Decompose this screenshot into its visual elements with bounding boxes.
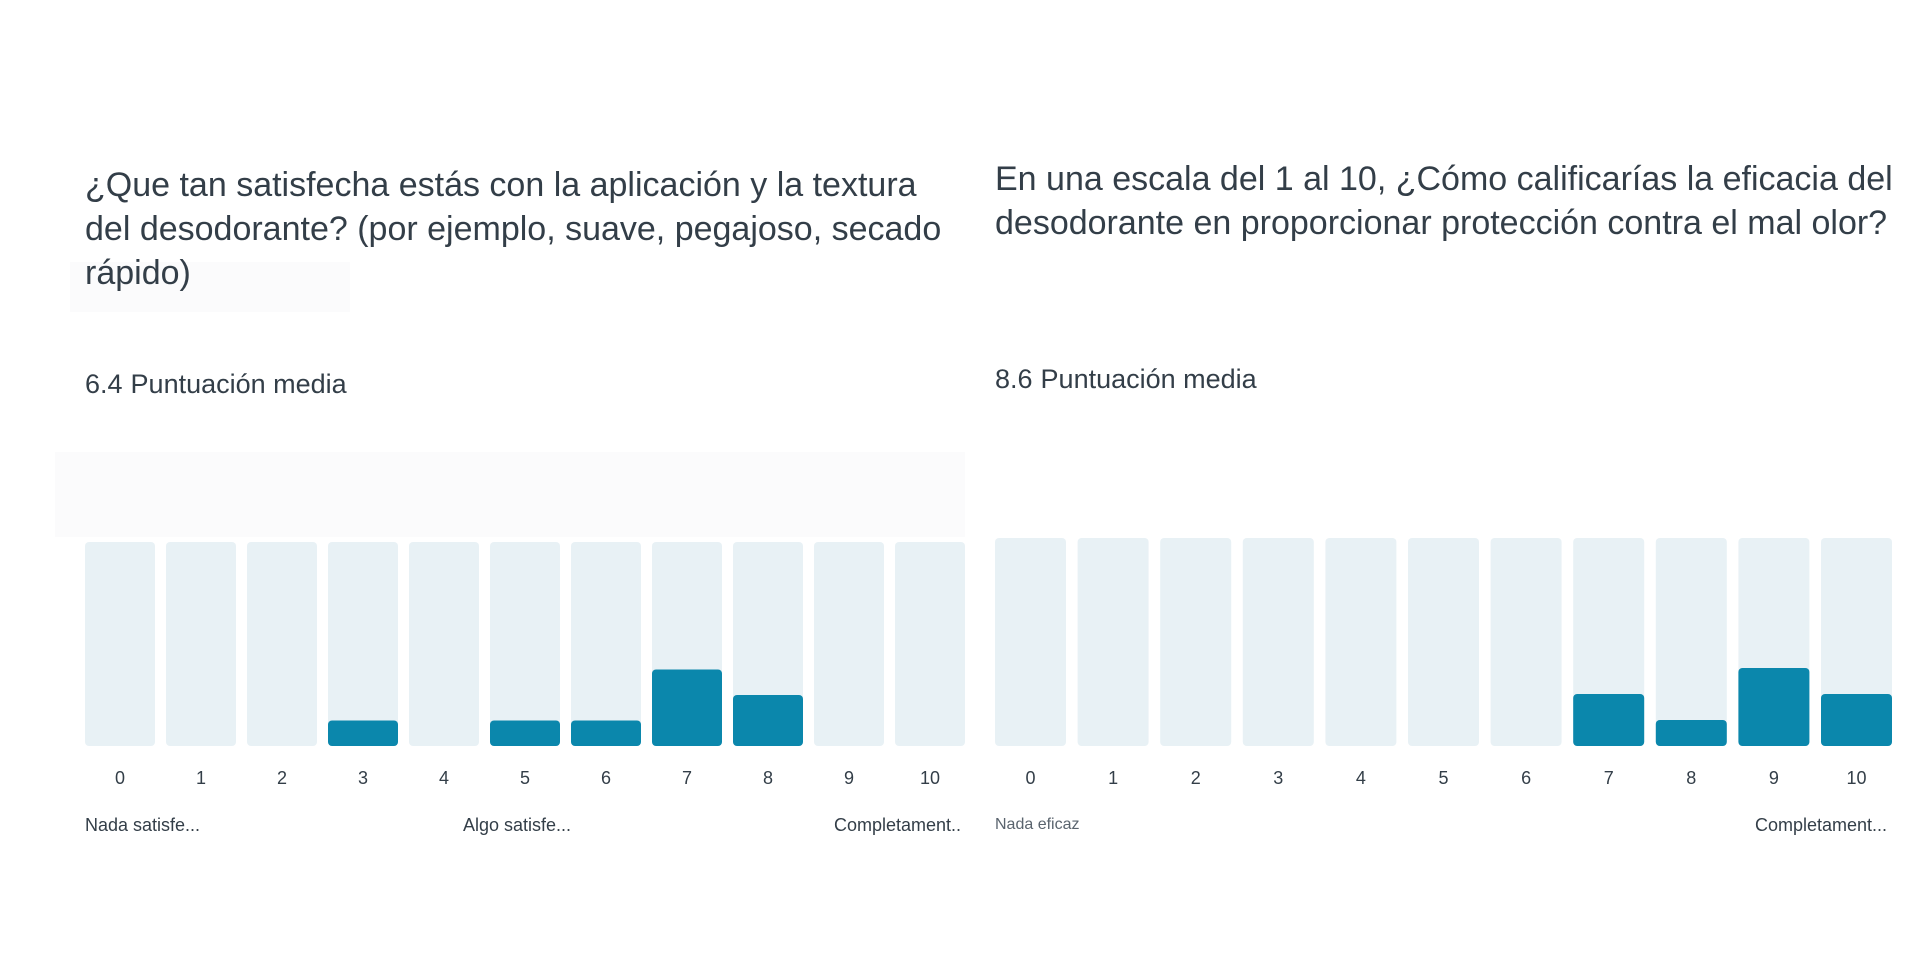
bar-track-0 bbox=[85, 542, 155, 746]
scale-label-low: Nada eficaz bbox=[995, 816, 1080, 833]
average-score: 6.4 Puntuación media bbox=[85, 367, 347, 401]
bar-track-5 bbox=[490, 542, 560, 746]
average-score-label: Puntuación media bbox=[130, 369, 347, 399]
tick-label-5: 5 bbox=[1438, 768, 1448, 788]
background-shade bbox=[55, 452, 965, 537]
bar-track-1 bbox=[1077, 538, 1149, 746]
bar-8 bbox=[733, 695, 803, 746]
tick-label-2: 2 bbox=[1191, 768, 1201, 788]
tick-label-0: 0 bbox=[115, 768, 125, 788]
bar-track-4 bbox=[1325, 538, 1397, 746]
bar-track-3 bbox=[1242, 538, 1314, 746]
average-score-label: Puntuación media bbox=[1040, 364, 1257, 394]
bar-track-6 bbox=[1490, 538, 1562, 746]
bar-track-10 bbox=[895, 542, 965, 746]
bar-7 bbox=[652, 669, 722, 746]
bar-track-2 bbox=[247, 542, 317, 746]
bar-10 bbox=[1821, 694, 1892, 746]
tick-label-1: 1 bbox=[196, 768, 206, 788]
tick-label-3: 3 bbox=[1273, 768, 1283, 788]
tick-label-7: 7 bbox=[682, 768, 692, 788]
scale-label-high: Completament.. bbox=[834, 815, 962, 835]
question-title: En una escala del 1 al 10, ¿Cómo calific… bbox=[995, 160, 1893, 242]
bar-8 bbox=[1655, 720, 1727, 746]
bar-track-0 bbox=[995, 538, 1066, 746]
rating-distribution-chart: 0 1 2 3 4 5 6 7 8 9 10 bbox=[85, 542, 965, 788]
bar-track-3 bbox=[328, 542, 398, 746]
bar-track-6 bbox=[571, 542, 641, 746]
tick-label-0: 0 bbox=[1025, 768, 1035, 788]
tick-label-4: 4 bbox=[1356, 768, 1366, 788]
tick-label-9: 9 bbox=[1769, 768, 1779, 788]
average-score-value: 8.6 bbox=[995, 364, 1033, 394]
tick-label-8: 8 bbox=[1686, 768, 1696, 788]
tick-label-4: 4 bbox=[439, 768, 449, 788]
bar-3 bbox=[328, 720, 398, 746]
bar-track-4 bbox=[409, 542, 479, 746]
survey-question-panel-2: En una escala del 1 al 10, ¿Cómo calific… bbox=[980, 0, 1920, 960]
tick-label-5: 5 bbox=[520, 768, 530, 788]
tick-label-8: 8 bbox=[763, 768, 773, 788]
tick-label-1: 1 bbox=[1108, 768, 1118, 788]
scale-label-mid: Algo satisfe... bbox=[463, 815, 572, 835]
tick-label-7: 7 bbox=[1604, 768, 1614, 788]
average-score: 8.6 Puntuación media bbox=[995, 362, 1257, 396]
tick-label-6: 6 bbox=[1521, 768, 1531, 788]
bar-7 bbox=[1573, 694, 1645, 746]
tick-label-10: 10 bbox=[920, 768, 940, 788]
tick-label-9: 9 bbox=[844, 768, 854, 788]
bar-6 bbox=[571, 720, 641, 746]
average-score-value: 6.4 bbox=[85, 369, 123, 399]
scale-label-low: Nada satisfe... bbox=[85, 815, 201, 835]
bar-track-1 bbox=[166, 542, 236, 746]
bar-9 bbox=[1738, 668, 1810, 746]
bar-5 bbox=[490, 720, 560, 746]
bar-track-5 bbox=[1408, 538, 1479, 746]
tick-label-3: 3 bbox=[358, 768, 368, 788]
question-title: ¿Que tan satisfecha estás con la aplicac… bbox=[85, 166, 942, 292]
scale-label-high: Completament... bbox=[1755, 815, 1888, 835]
tick-label-2: 2 bbox=[277, 768, 287, 788]
survey-question-panel-1: ¿Que tan satisfecha estás con la aplicac… bbox=[55, 166, 965, 835]
background-shade bbox=[70, 262, 350, 312]
tick-label-10: 10 bbox=[1846, 768, 1866, 788]
bar-track-2 bbox=[1160, 538, 1232, 746]
bar-track-8 bbox=[1655, 538, 1727, 746]
bar-track-9 bbox=[814, 542, 884, 746]
tick-label-6: 6 bbox=[601, 768, 611, 788]
rating-distribution-chart: 0 1 2 3 4 5 6 7 8 9 10 bbox=[995, 538, 1892, 788]
